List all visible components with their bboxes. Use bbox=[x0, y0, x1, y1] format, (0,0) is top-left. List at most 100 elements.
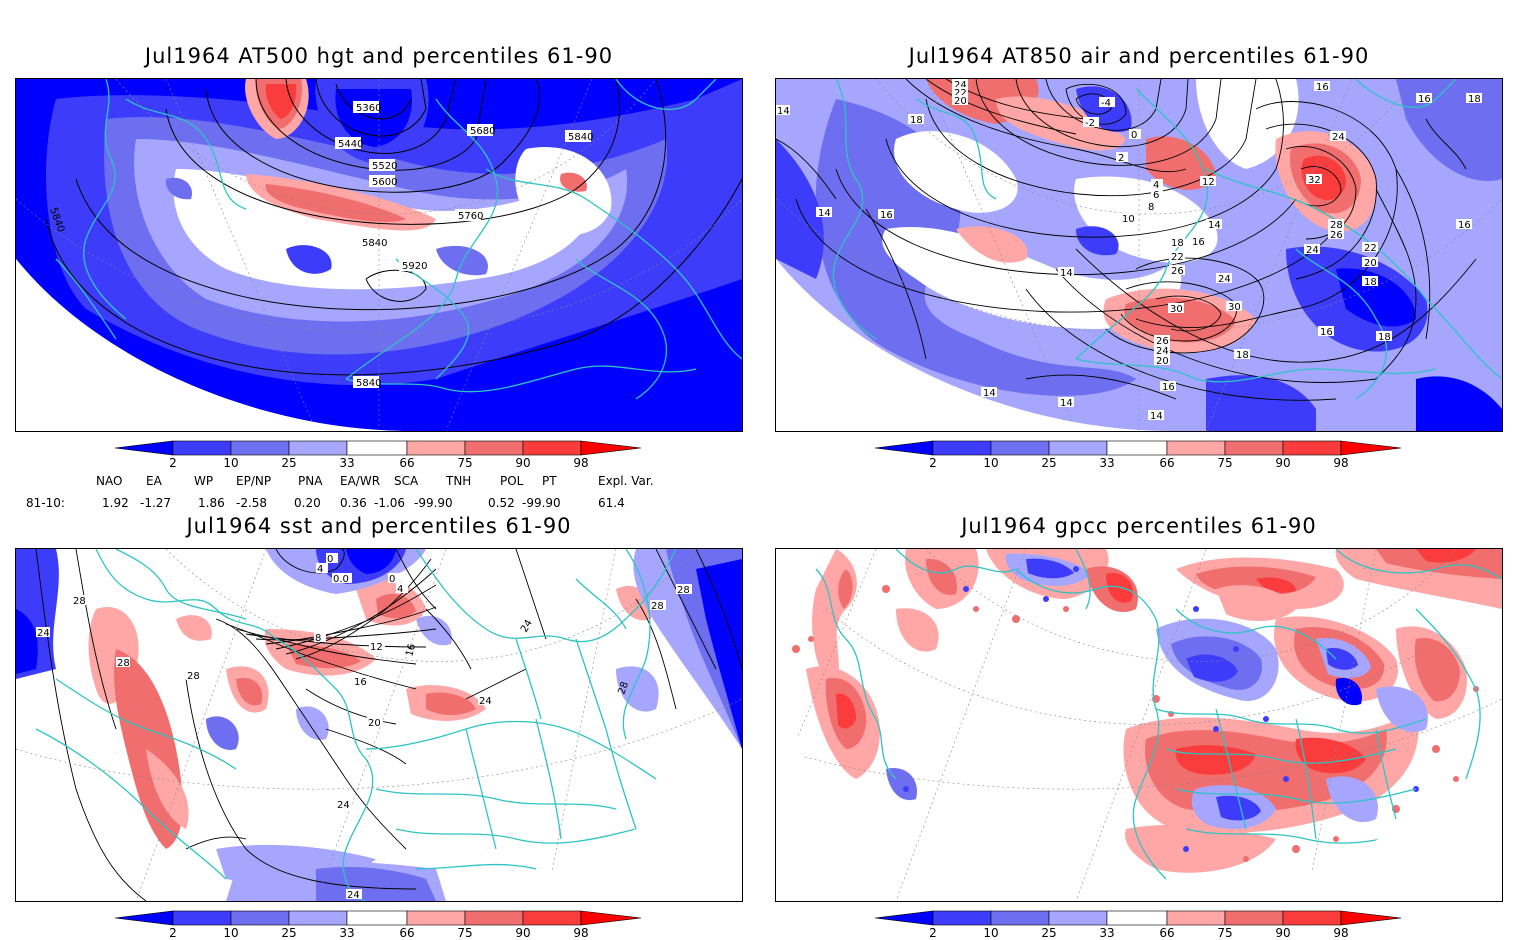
colorbar-swatch bbox=[346, 440, 408, 456]
index-value: 0.36 bbox=[340, 496, 367, 510]
contour-label: 5680 bbox=[470, 126, 495, 137]
index-header: TNH bbox=[446, 474, 472, 488]
colorbar-label: 2 bbox=[169, 456, 177, 470]
colorbar-label: 25 bbox=[281, 926, 296, 940]
contour-label: 5520 bbox=[372, 161, 397, 172]
colorbar-air850: 2 10 25 33 66 75 90 98 bbox=[874, 440, 1405, 470]
index-header: PNA bbox=[298, 474, 323, 488]
contour-label: 5760 bbox=[458, 211, 483, 222]
colorbar-svg: 2 10 25 33 66 75 90 98 bbox=[874, 910, 1402, 940]
colorbar-label: 10 bbox=[223, 456, 238, 470]
colorbar-swatch bbox=[230, 910, 290, 926]
contour-label: 8 bbox=[1148, 202, 1154, 213]
contour-label: 0 bbox=[389, 574, 395, 585]
index-value: -1.27 bbox=[140, 496, 172, 510]
colorbar-label: 98 bbox=[573, 456, 588, 470]
contour-label: 30 bbox=[1170, 304, 1183, 315]
colorbar-hgt500: 2 10 25 33 66 75 90 98 bbox=[114, 440, 645, 470]
contour-label: 18 bbox=[1468, 94, 1481, 105]
contour-label: 10 bbox=[1122, 214, 1135, 225]
colorbar-label: 75 bbox=[1217, 926, 1232, 940]
contour-label: 20 bbox=[368, 718, 381, 729]
colorbar-label: 66 bbox=[1159, 926, 1174, 940]
index-value: 0.20 bbox=[294, 496, 321, 510]
contour-label: 18 bbox=[1236, 350, 1249, 361]
contour-label: 5840 bbox=[356, 378, 381, 389]
index-header: EP/NP bbox=[236, 474, 272, 488]
colorbar-svg: 2 10 25 33 66 75 90 98 bbox=[114, 910, 642, 940]
colorbar-gpcc: 2 10 25 33 66 75 90 98 bbox=[874, 910, 1405, 940]
colorbar-swatch bbox=[874, 910, 934, 926]
colorbar-swatch bbox=[288, 910, 348, 926]
contour-label: 20 bbox=[1364, 258, 1377, 269]
contour-label: -4 bbox=[1101, 98, 1111, 109]
colorbar-swatch bbox=[1340, 440, 1402, 456]
contour-label: 14 bbox=[1208, 220, 1221, 231]
index-value: 1.86 bbox=[198, 496, 225, 510]
contour-label: 28 bbox=[117, 658, 130, 669]
colorbar-label: 75 bbox=[457, 926, 472, 940]
colorbar-swatch bbox=[288, 440, 348, 456]
colorbar-label: 90 bbox=[1275, 926, 1290, 940]
map-sst[interactable]: 28 24 28 28 0 4 0.0 0 4 8 12 16 20 24 24… bbox=[15, 548, 743, 902]
contour-label: 22 bbox=[1171, 252, 1184, 263]
panel-title-hgt500: Jul1964 AT500 hgt and percentiles 61-90 bbox=[144, 44, 614, 68]
contour-label: 32 bbox=[1308, 175, 1321, 186]
colorbar-label: 98 bbox=[1333, 456, 1348, 470]
contour-label: 0.0 bbox=[333, 574, 349, 585]
contour-label: 14 bbox=[1060, 268, 1073, 279]
colorbar-swatch bbox=[1340, 910, 1402, 926]
colorbar-label: 75 bbox=[457, 456, 472, 470]
colorbar-swatch bbox=[406, 910, 466, 926]
contour-label: 24 bbox=[954, 80, 967, 91]
contour-label: 5600 bbox=[372, 177, 397, 188]
colorbar-label: 66 bbox=[399, 456, 414, 470]
map-air850[interactable]: 24 22 20 18 16 14 -4 -2 0 2 4 6 8 10 12 … bbox=[775, 78, 1503, 432]
colorbar-swatch bbox=[464, 910, 524, 926]
map-hgt500[interactable]: 5360 5440 5520 5600 5680 5760 5840 5920 … bbox=[15, 78, 743, 432]
index-value: -99.90 bbox=[414, 496, 453, 510]
colorbar-swatch bbox=[1224, 910, 1284, 926]
index-header: POL bbox=[500, 474, 524, 488]
contour-label: -2 bbox=[1085, 118, 1095, 129]
contour-label: 22 bbox=[954, 88, 967, 99]
index-value: 0.52 bbox=[488, 496, 515, 510]
map-gpcc[interactable] bbox=[775, 548, 1503, 902]
contour-label: 14 bbox=[777, 106, 790, 117]
contour-label: 24 bbox=[1218, 274, 1231, 285]
colorbar-label: 2 bbox=[929, 926, 937, 940]
colorbar-swatch bbox=[522, 440, 582, 456]
contour-label: 5840 bbox=[568, 132, 593, 143]
colorbar-swatch bbox=[172, 440, 232, 456]
panel-title-air850: Jul1964 AT850 air and percentiles 61-90 bbox=[908, 44, 1370, 68]
colorbar-swatch bbox=[230, 440, 290, 456]
index-value: -1.06 bbox=[374, 496, 406, 510]
contour-label: 24 bbox=[1156, 346, 1169, 357]
contour-label: 14 bbox=[818, 208, 831, 219]
contour-label: 18 bbox=[910, 115, 923, 126]
colorbar-label: 90 bbox=[515, 926, 530, 940]
contour-label: 28 bbox=[651, 601, 664, 612]
colorbar-label: 33 bbox=[339, 456, 354, 470]
contour-label: 5920 bbox=[402, 261, 427, 272]
index-header: EA bbox=[146, 474, 162, 488]
contour-label: 20 bbox=[1156, 356, 1169, 367]
contour-label: 24 bbox=[337, 800, 350, 811]
colorbar-swatch bbox=[522, 910, 582, 926]
contour-label: 14 bbox=[983, 388, 996, 399]
index-value: 61.4 bbox=[598, 496, 625, 510]
colorbar-label: 25 bbox=[1041, 926, 1056, 940]
colorbar-swatch bbox=[932, 440, 992, 456]
colorbar-label: 98 bbox=[1333, 926, 1348, 940]
contour-label: 24 bbox=[37, 628, 50, 639]
colorbar-swatch bbox=[406, 440, 466, 456]
index-value: 1.92 bbox=[102, 496, 129, 510]
colorbar-swatch bbox=[1282, 910, 1342, 926]
colorbar-swatch bbox=[1106, 440, 1168, 456]
colorbar-label: 2 bbox=[929, 456, 937, 470]
contour-label: 12 bbox=[1202, 177, 1215, 188]
contour-label: 16 bbox=[1320, 327, 1333, 338]
contour-label: 22 bbox=[1364, 243, 1377, 254]
colorbar-label: 90 bbox=[515, 456, 530, 470]
colorbar-label: 10 bbox=[983, 926, 998, 940]
